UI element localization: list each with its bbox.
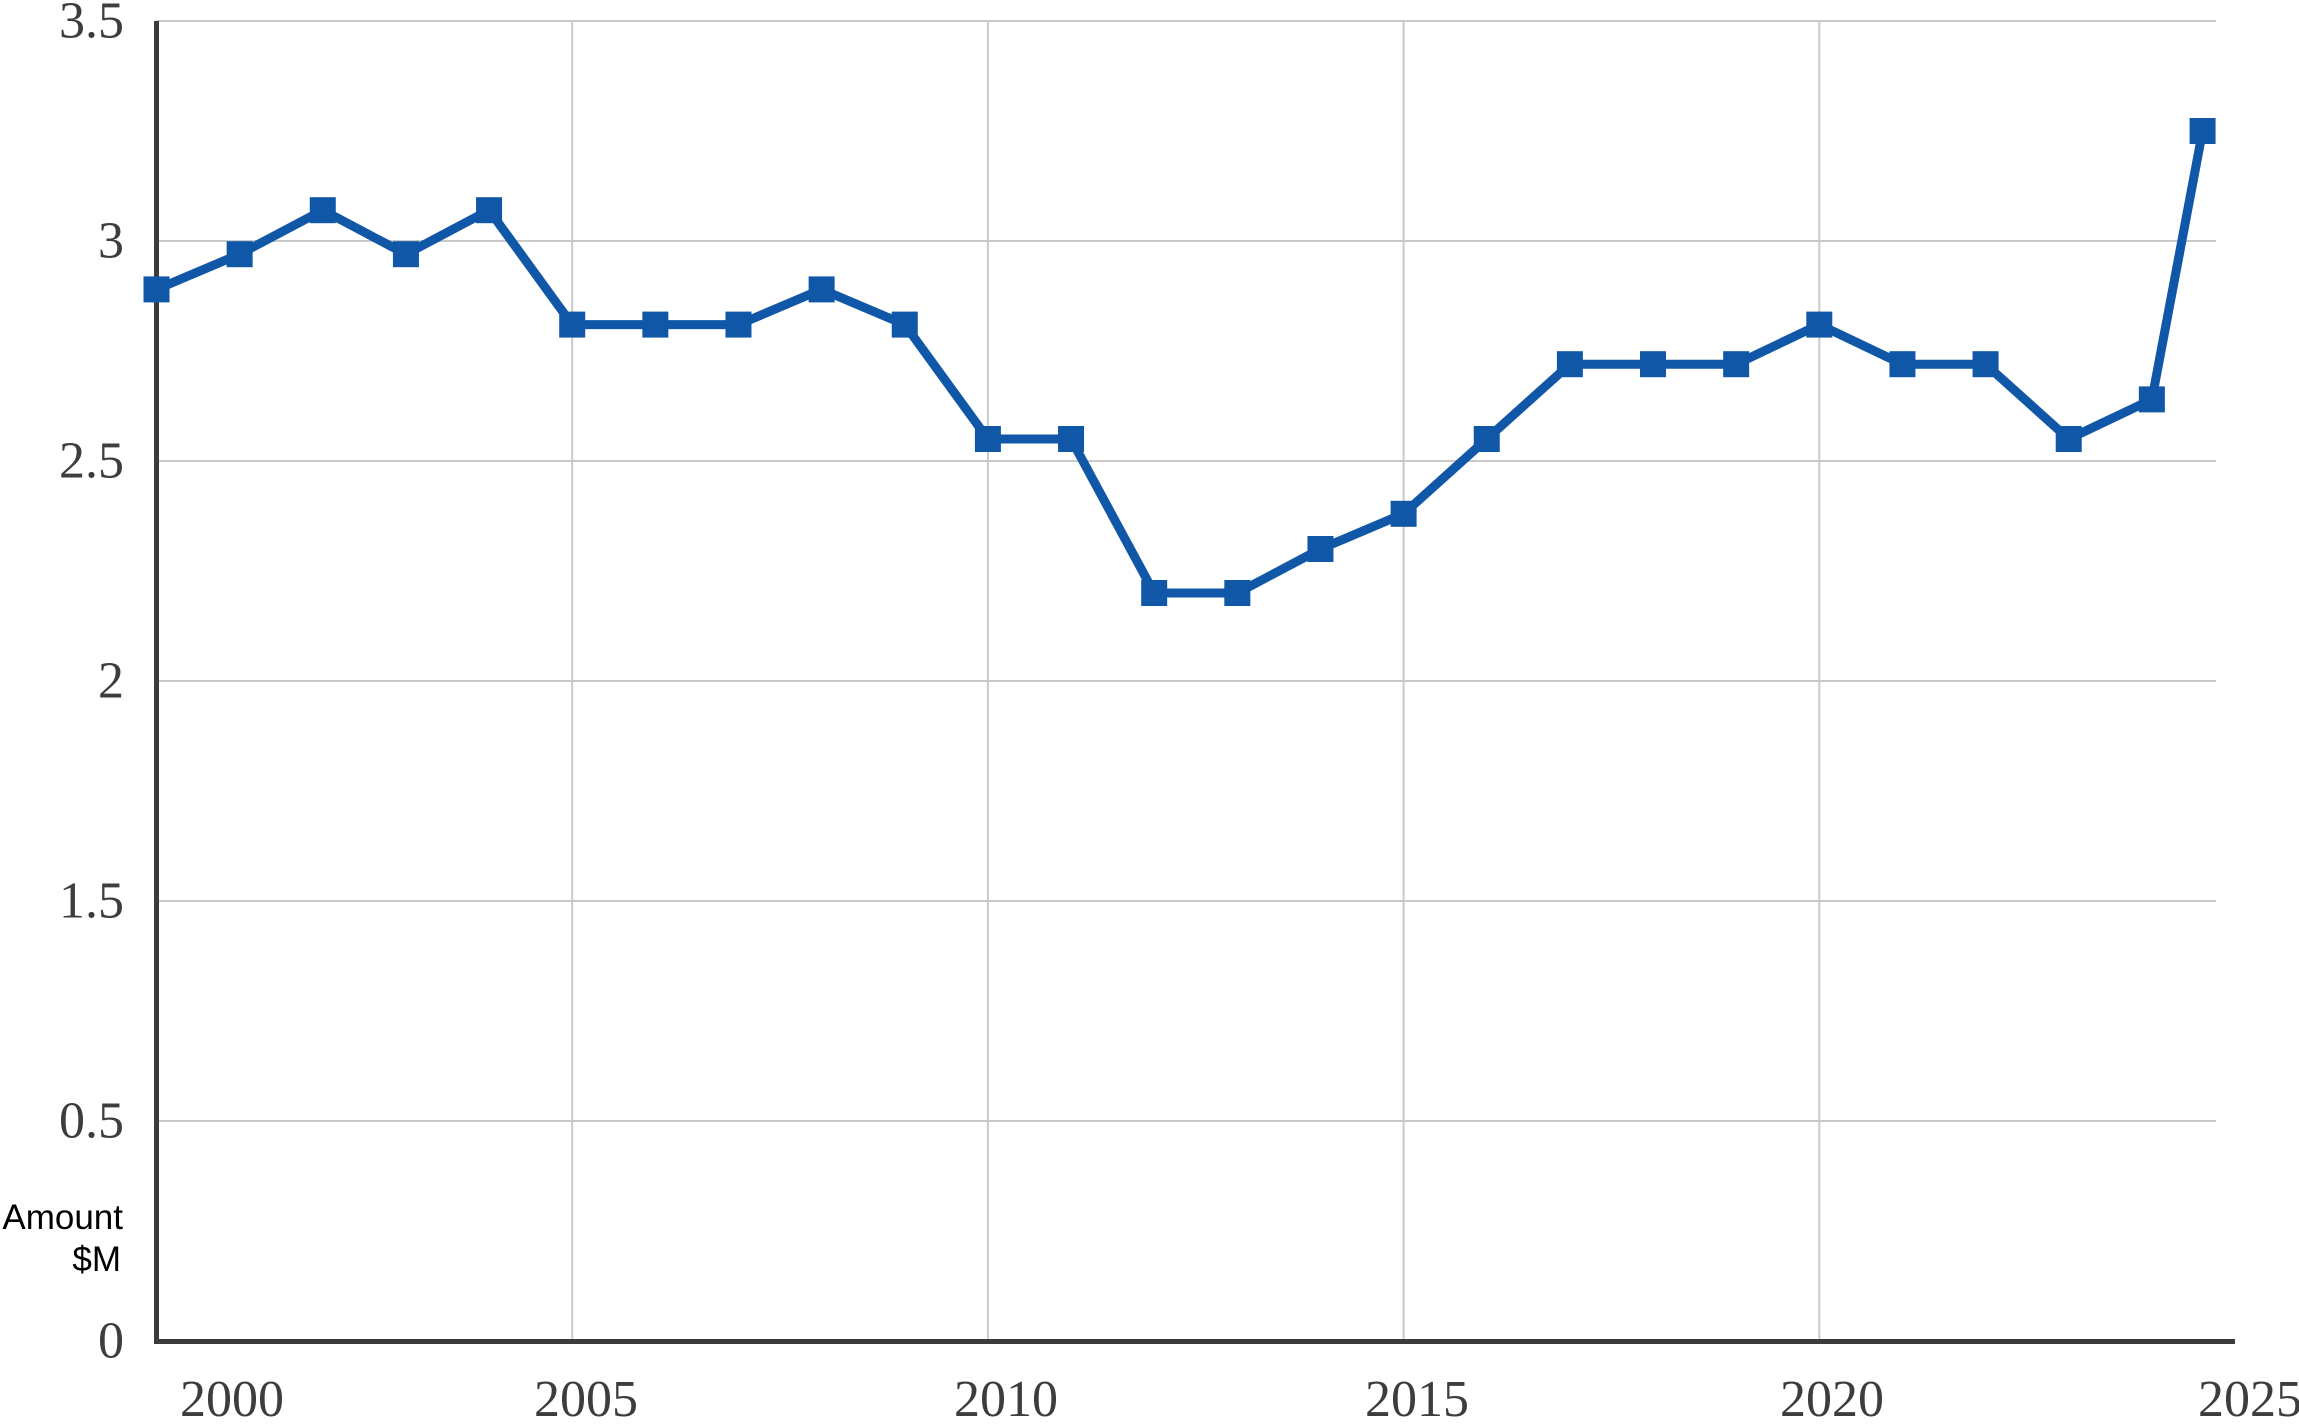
data-point-marker (974, 426, 1001, 452)
x-tick-label: 2015 (1365, 1371, 1469, 1424)
data-point-marker (725, 311, 752, 338)
y-tick-label: 0.5 (59, 1093, 124, 1150)
data-point-marker (1473, 426, 1500, 452)
y-tick-label: 1.5 (59, 873, 124, 930)
data-point-marker (2189, 118, 2216, 144)
data-point-marker (891, 311, 918, 338)
y-axis-tick-labels: 3.5 3 2.5 2 1.5 0.5 0 (59, 0, 124, 1370)
data-point-marker (1556, 351, 1583, 378)
vertical-gridlines (571, 21, 1821, 1342)
data-point-marker (559, 311, 586, 338)
data-point-marker (309, 197, 336, 224)
x-axis-tick-labels: 2000 2005 2010 2015 2020 2025 (180, 1371, 2299, 1424)
data-point-markers (143, 118, 2216, 606)
y-tick-label: 3.5 (59, 0, 124, 50)
x-tick-label: 2020 (1780, 1371, 1884, 1424)
data-point-marker (1141, 580, 1168, 606)
y-axis-title: Amount $M (2, 1198, 123, 1279)
data-point-marker (642, 311, 669, 338)
y-axis-title-line-2: $M (72, 1240, 121, 1279)
horizontal-gridlines (156, 20, 2216, 1122)
data-point-marker (143, 276, 170, 303)
x-tick-label: 2000 (180, 1371, 284, 1424)
data-point-marker (1640, 351, 1667, 378)
data-point-marker (808, 276, 835, 303)
data-point-marker (1806, 311, 1833, 338)
data-point-marker (226, 241, 253, 268)
y-tick-label: 2.5 (59, 433, 124, 490)
y-tick-label: 2 (98, 653, 124, 710)
data-point-marker (1889, 351, 1916, 378)
data-point-marker (1723, 351, 1750, 378)
x-tick-label: 2005 (534, 1371, 638, 1424)
data-point-marker (2055, 426, 2082, 452)
data-point-marker (1058, 426, 1085, 452)
y-tick-label: 0 (98, 1313, 124, 1370)
data-point-marker (1972, 351, 1999, 378)
data-point-marker (1224, 580, 1251, 606)
x-tick-label: 2010 (954, 1371, 1058, 1424)
data-point-marker (1390, 500, 1417, 527)
data-point-marker (476, 197, 503, 224)
data-series-line (154, 130, 2208, 598)
data-point-marker (2138, 386, 2165, 413)
data-point-marker (392, 241, 419, 268)
x-tick-label: 2025 (2198, 1371, 2299, 1424)
data-point-marker (1307, 536, 1334, 562)
y-axis-title-line-1: Amount (2, 1198, 123, 1237)
y-tick-label: 3 (98, 213, 124, 270)
